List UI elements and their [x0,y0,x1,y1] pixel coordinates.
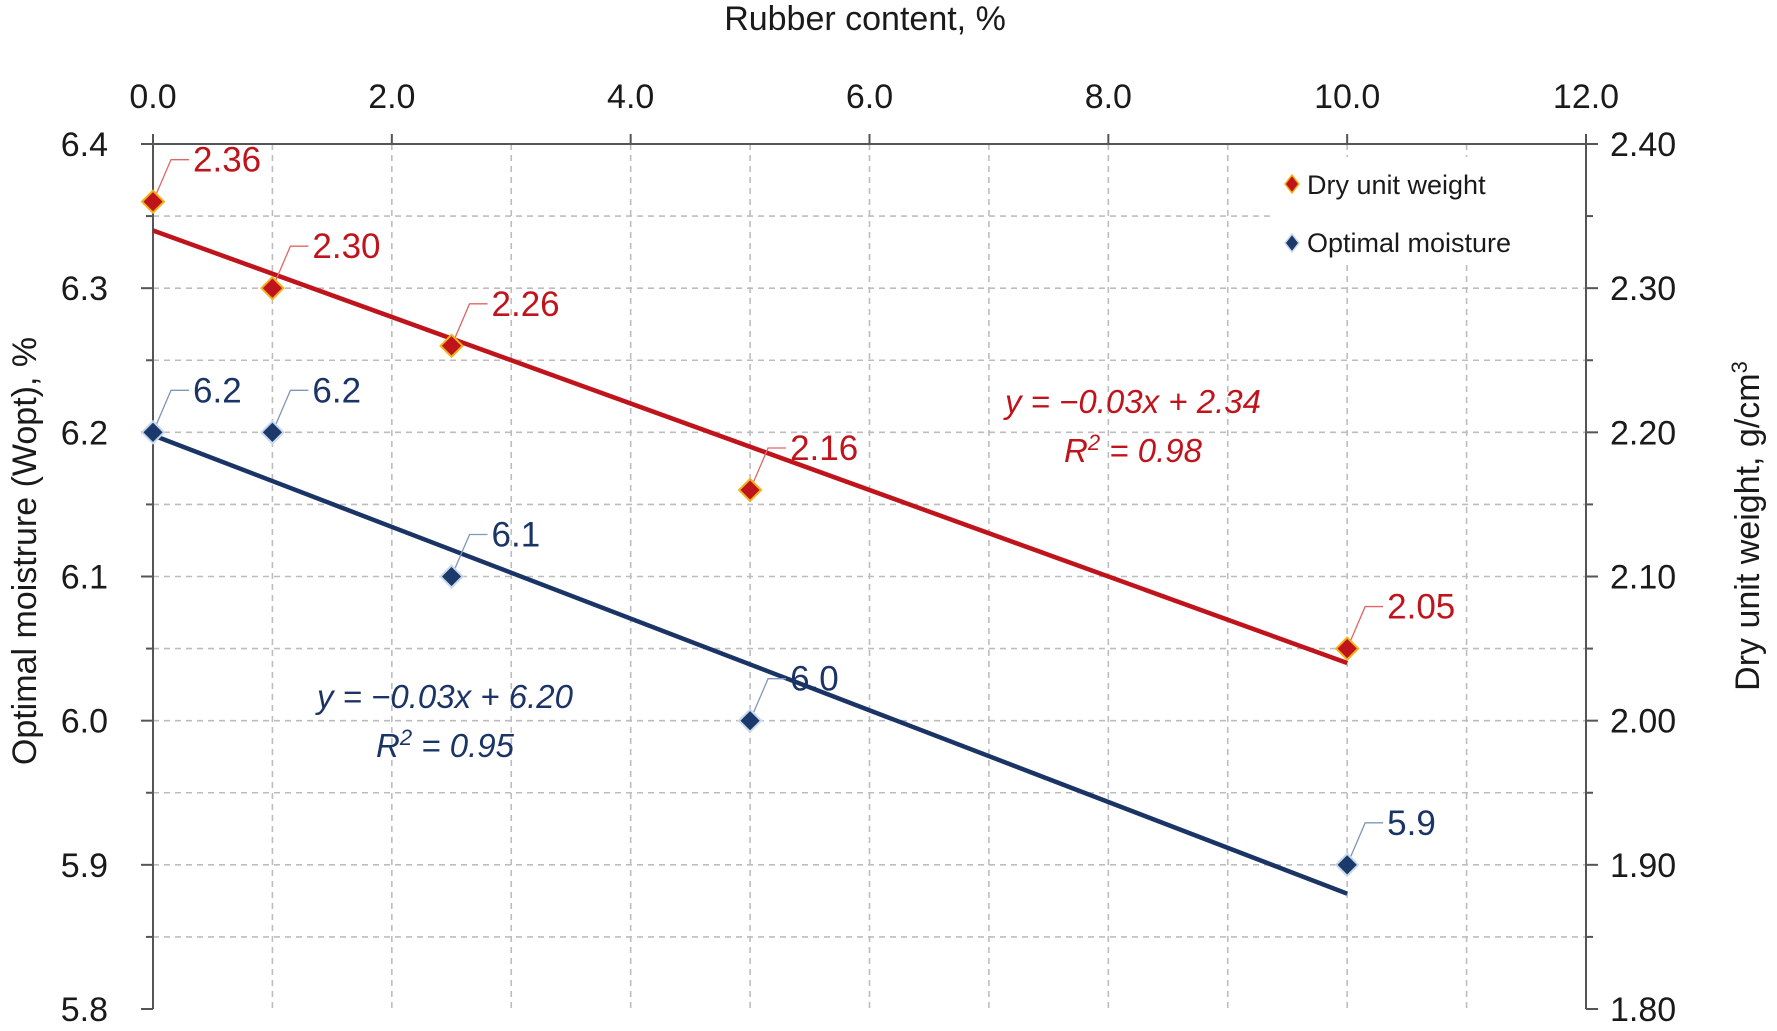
moisture-data-label: 5.9 [1387,804,1436,843]
dry-weight-callout-line [152,159,189,202]
y-left-tick-label: 6.0 [61,703,108,741]
moisture-point [737,708,763,734]
dry-weight-data-label: 2.26 [492,285,560,324]
x-tick-label: 0.0 [129,78,176,116]
y-right-tick-label: 2.10 [1610,559,1676,597]
y-right-tick-label: 1.90 [1610,847,1676,885]
moisture-equation: y = −0.03x + 6.20 [315,678,574,715]
moisture-callout-line [1346,822,1384,866]
moisture-r2-value: = 0.95 [412,727,514,764]
y-left-tick-label: 6.3 [61,270,108,308]
data-labels: 2.36 2.30 2.26 2.16 2.05 6.2 6.2 6.1 6.0 5.9 [193,141,1455,843]
moisture-point [260,419,285,445]
y-left-tick-label: 6.4 [61,126,108,164]
x-tick-label: 8.0 [1085,78,1132,116]
dry-weight-callout-line [450,303,488,347]
x-tick-label: 6.0 [846,78,893,116]
y-right-tick-label: 2.00 [1610,703,1676,741]
dry-weight-r2-sup: 2 [1087,430,1100,455]
moisture-data-label: 6.1 [492,516,541,555]
legend-background [1275,157,1585,262]
y-right-tick-label: 2.40 [1610,126,1676,164]
y-left-tick-label: 6.1 [61,559,108,597]
moisture-r2: R2 = 0.95 [376,725,515,764]
dry-weight-data-label: 2.36 [193,141,261,180]
dry-weight-r2-prefix: R [1064,432,1088,469]
y-left-tick-label: 6.2 [61,414,108,452]
moisture-callout-line [450,533,488,577]
moisture-data-label: 6.2 [312,371,361,410]
y-left-axis-title: Optimal moistrure (Wopt), % [6,337,44,765]
x-tick-label: 12.0 [1553,78,1619,116]
moisture-trendline [152,433,1348,896]
moisture-data-label: 6.0 [790,660,839,699]
y-right-tick-label: 2.20 [1610,414,1676,452]
dry-weight-point [439,333,464,359]
dry-weight-point [140,189,166,215]
y-left-tick-label: 5.9 [61,847,108,885]
y-right-axis-title-main: Dry unit weight, g/cm [1729,373,1767,690]
dry-weight-equation: y = −0.03x + 2.34 [1003,383,1261,420]
moisture-point [140,419,166,445]
dry-weight-callout-line [271,245,309,289]
legend-label-dry-weight: Dry unit weight [1307,170,1486,200]
dry-weight-r2-value: = 0.98 [1100,432,1202,469]
legend-label-moisture: Optimal moisture [1307,228,1511,258]
y-left-tick-label: 5.8 [61,991,108,1029]
dry-weight-callout-line [749,447,787,491]
dry-weight-trendline [152,228,1348,666]
y-right-tick-label: 1.80 [1610,991,1676,1029]
y-right-tick-label: 2.30 [1610,270,1676,308]
trendlines [152,228,1348,896]
x-axis-title: Rubber content, % [724,0,1006,38]
moisture-callout-line [152,389,189,433]
y-right-axis-title-superscript: 3 [1727,361,1752,373]
grid [153,144,1586,1009]
y-right-axis-title: Dry unit weight, g/cm3 [1727,361,1767,691]
moisture-r2-prefix: R [376,727,400,764]
markers [140,189,1360,878]
x-tick-label: 2.0 [368,78,415,116]
dry-weight-point [737,477,763,503]
axes: 0.0 2.0 4.0 6.0 8.0 10.0 12.0 6.4 6.3 6.2 6.1 6.0 5.… [61,78,1676,1029]
dry-weight-data-label: 2.30 [312,227,380,266]
moisture-point [1334,852,1360,878]
dry-weight-r2: R2 = 0.98 [1064,430,1203,469]
dry-weight-point [1334,636,1360,661]
x-tick-label: 4.0 [607,78,654,116]
callouts [152,159,1384,866]
legend: Dry unit weight Optimal moisture [1275,157,1585,262]
legend-marker-moisture [1284,232,1300,254]
moisture-point [439,564,464,589]
dry-weight-data-label: 2.16 [790,429,858,468]
dry-weight-data-label: 2.05 [1387,588,1455,627]
x-tick-label: 10.0 [1314,78,1380,116]
dry-weight-point [260,275,285,301]
moisture-callout-line [271,389,309,433]
dry-weight-callout-line [1346,605,1384,649]
moisture-callout-line [749,678,787,721]
moisture-r2-sup: 2 [399,725,412,750]
legend-marker-dry-weight [1284,173,1300,195]
moisture-data-label: 6.2 [193,371,242,410]
